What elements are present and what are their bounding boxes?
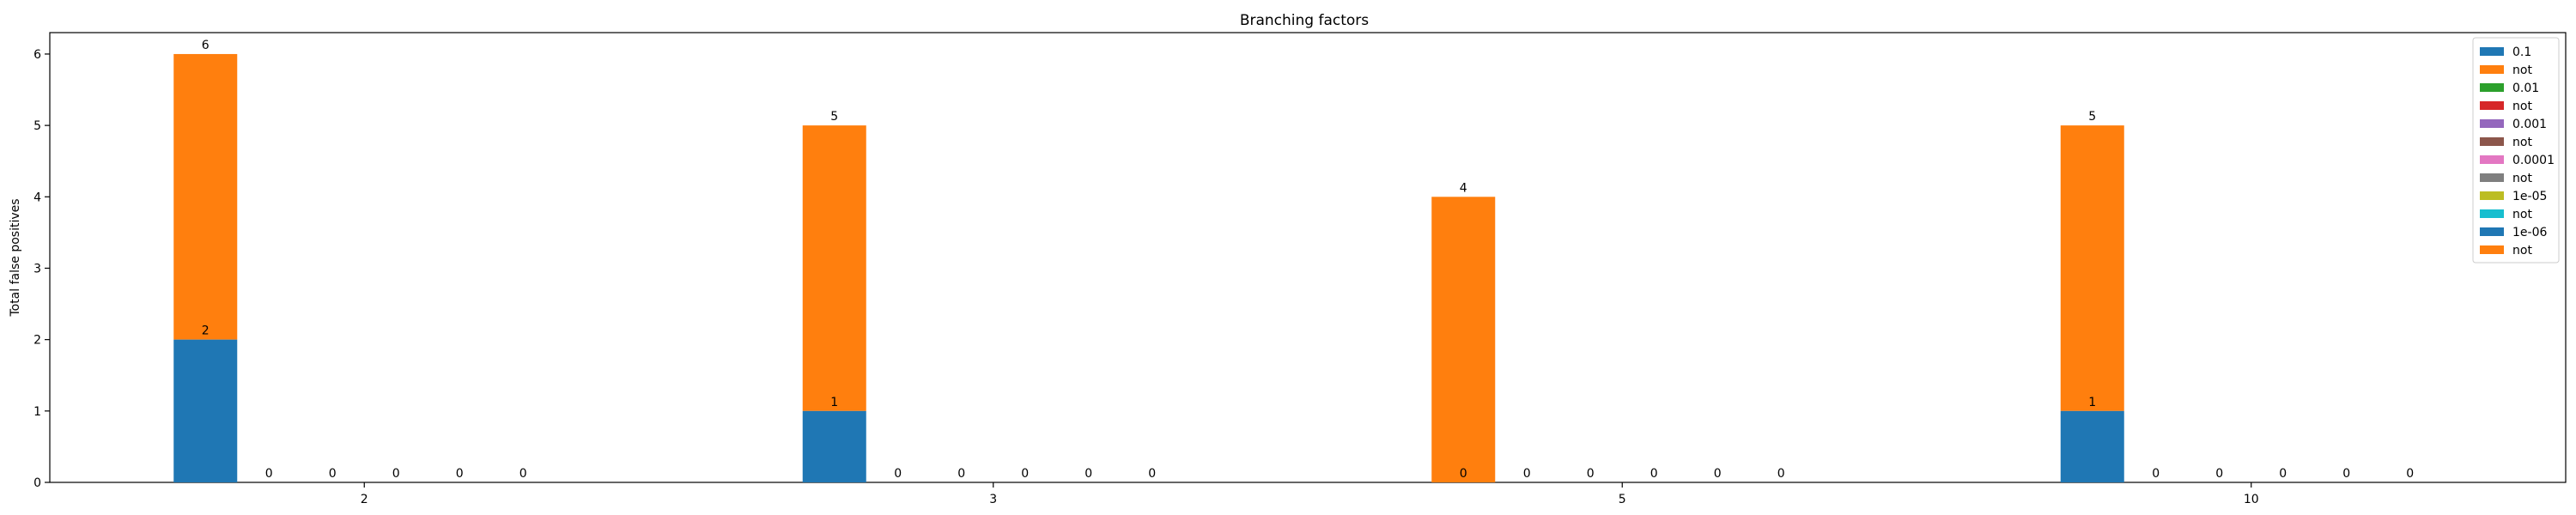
data-label-base: 0 (456, 467, 464, 481)
y-tick-label: 4 (33, 191, 41, 204)
axes-frame (49, 32, 2567, 483)
legend-swatch (2480, 119, 2504, 128)
bar-base (173, 339, 238, 482)
y-tick-label: 5 (33, 119, 41, 133)
bar-not (802, 125, 866, 411)
legend-label: not (2512, 136, 2532, 149)
data-label-base: 0 (957, 467, 965, 481)
legend-box (2472, 37, 2560, 264)
legend-label: not (2512, 172, 2532, 185)
legend-label: not (2512, 244, 2532, 258)
data-label-base: 0 (1777, 467, 1785, 481)
legend-label: not (2512, 100, 2532, 113)
x-tick-label: 2 (361, 493, 368, 506)
legend-swatch (2480, 101, 2504, 110)
bar-not (173, 53, 238, 340)
data-label-base: 0 (2406, 467, 2414, 481)
legend-swatch (2480, 227, 2504, 236)
data-label-base: 0 (1084, 467, 1092, 481)
data-label-total: 5 (2088, 110, 2096, 124)
data-label-base: 2 (202, 324, 210, 338)
x-tick-label: 10 (2244, 493, 2259, 506)
legend-label: 0.01 (2512, 82, 2539, 95)
bar-base (802, 410, 866, 482)
legend-swatch (2480, 65, 2504, 74)
y-tick-label: 2 (33, 334, 41, 348)
legend-swatch (2480, 155, 2504, 164)
x-tick-label: 3 (989, 493, 997, 506)
legend-swatch (2480, 209, 2504, 218)
data-label-base: 0 (894, 467, 902, 481)
data-label-base: 0 (2342, 467, 2350, 481)
legend-label: 1e-06 (2512, 226, 2547, 239)
data-label-base: 0 (1021, 467, 1029, 481)
data-label-base: 0 (392, 467, 400, 481)
data-label-base: 0 (1460, 467, 1467, 481)
legend-swatch (2480, 191, 2504, 200)
legend-label: 1e-05 (2512, 190, 2547, 203)
data-label-base: 0 (519, 467, 527, 481)
y-tick-label: 3 (33, 262, 41, 276)
legend-swatch (2480, 47, 2504, 56)
legend: 0.1 not 0.01 not 0.001 not 0.0001 not 1e-05 not 1e… (2472, 37, 2560, 264)
legend-label: 0.001 (2512, 118, 2547, 131)
data-label-total: 5 (830, 110, 838, 124)
data-label-total: 6 (202, 39, 210, 52)
legend-swatch (2480, 137, 2504, 146)
y-tick-label: 0 (33, 476, 41, 490)
data-label-base: 0 (329, 467, 337, 481)
chart-title: Branching factors (1240, 12, 1369, 29)
y-tick-label: 6 (33, 48, 41, 62)
data-label-base: 1 (2088, 396, 2096, 409)
legend-label: 0.0001 (2512, 154, 2555, 167)
data-label-base: 0 (2152, 467, 2160, 481)
data-label-base: 0 (2279, 467, 2287, 481)
legend-swatch (2480, 173, 2504, 182)
y-axis-label: Total false positives (9, 198, 22, 317)
data-label-base: 0 (2215, 467, 2223, 481)
legend-swatch (2480, 245, 2504, 254)
legend-label: not (2512, 64, 2532, 77)
data-label-base: 0 (265, 467, 273, 481)
data-label-base: 0 (1714, 467, 1722, 481)
data-label-total: 4 (1460, 181, 1467, 195)
legend-label: not (2512, 208, 2532, 221)
legend-label: 0.1 (2512, 45, 2531, 59)
bar-base (2060, 410, 2124, 482)
data-label-base: 0 (1587, 467, 1595, 481)
legend-swatch (2480, 83, 2504, 92)
data-label-base: 1 (830, 396, 838, 409)
bar-not (1431, 197, 1496, 483)
y-tick-label: 1 (33, 405, 41, 419)
data-label-base: 0 (1148, 467, 1156, 481)
data-label-base: 0 (1523, 467, 1531, 481)
x-tick-label: 5 (1619, 493, 1626, 506)
bar-not (2060, 125, 2124, 411)
data-label-base: 0 (1650, 467, 1658, 481)
